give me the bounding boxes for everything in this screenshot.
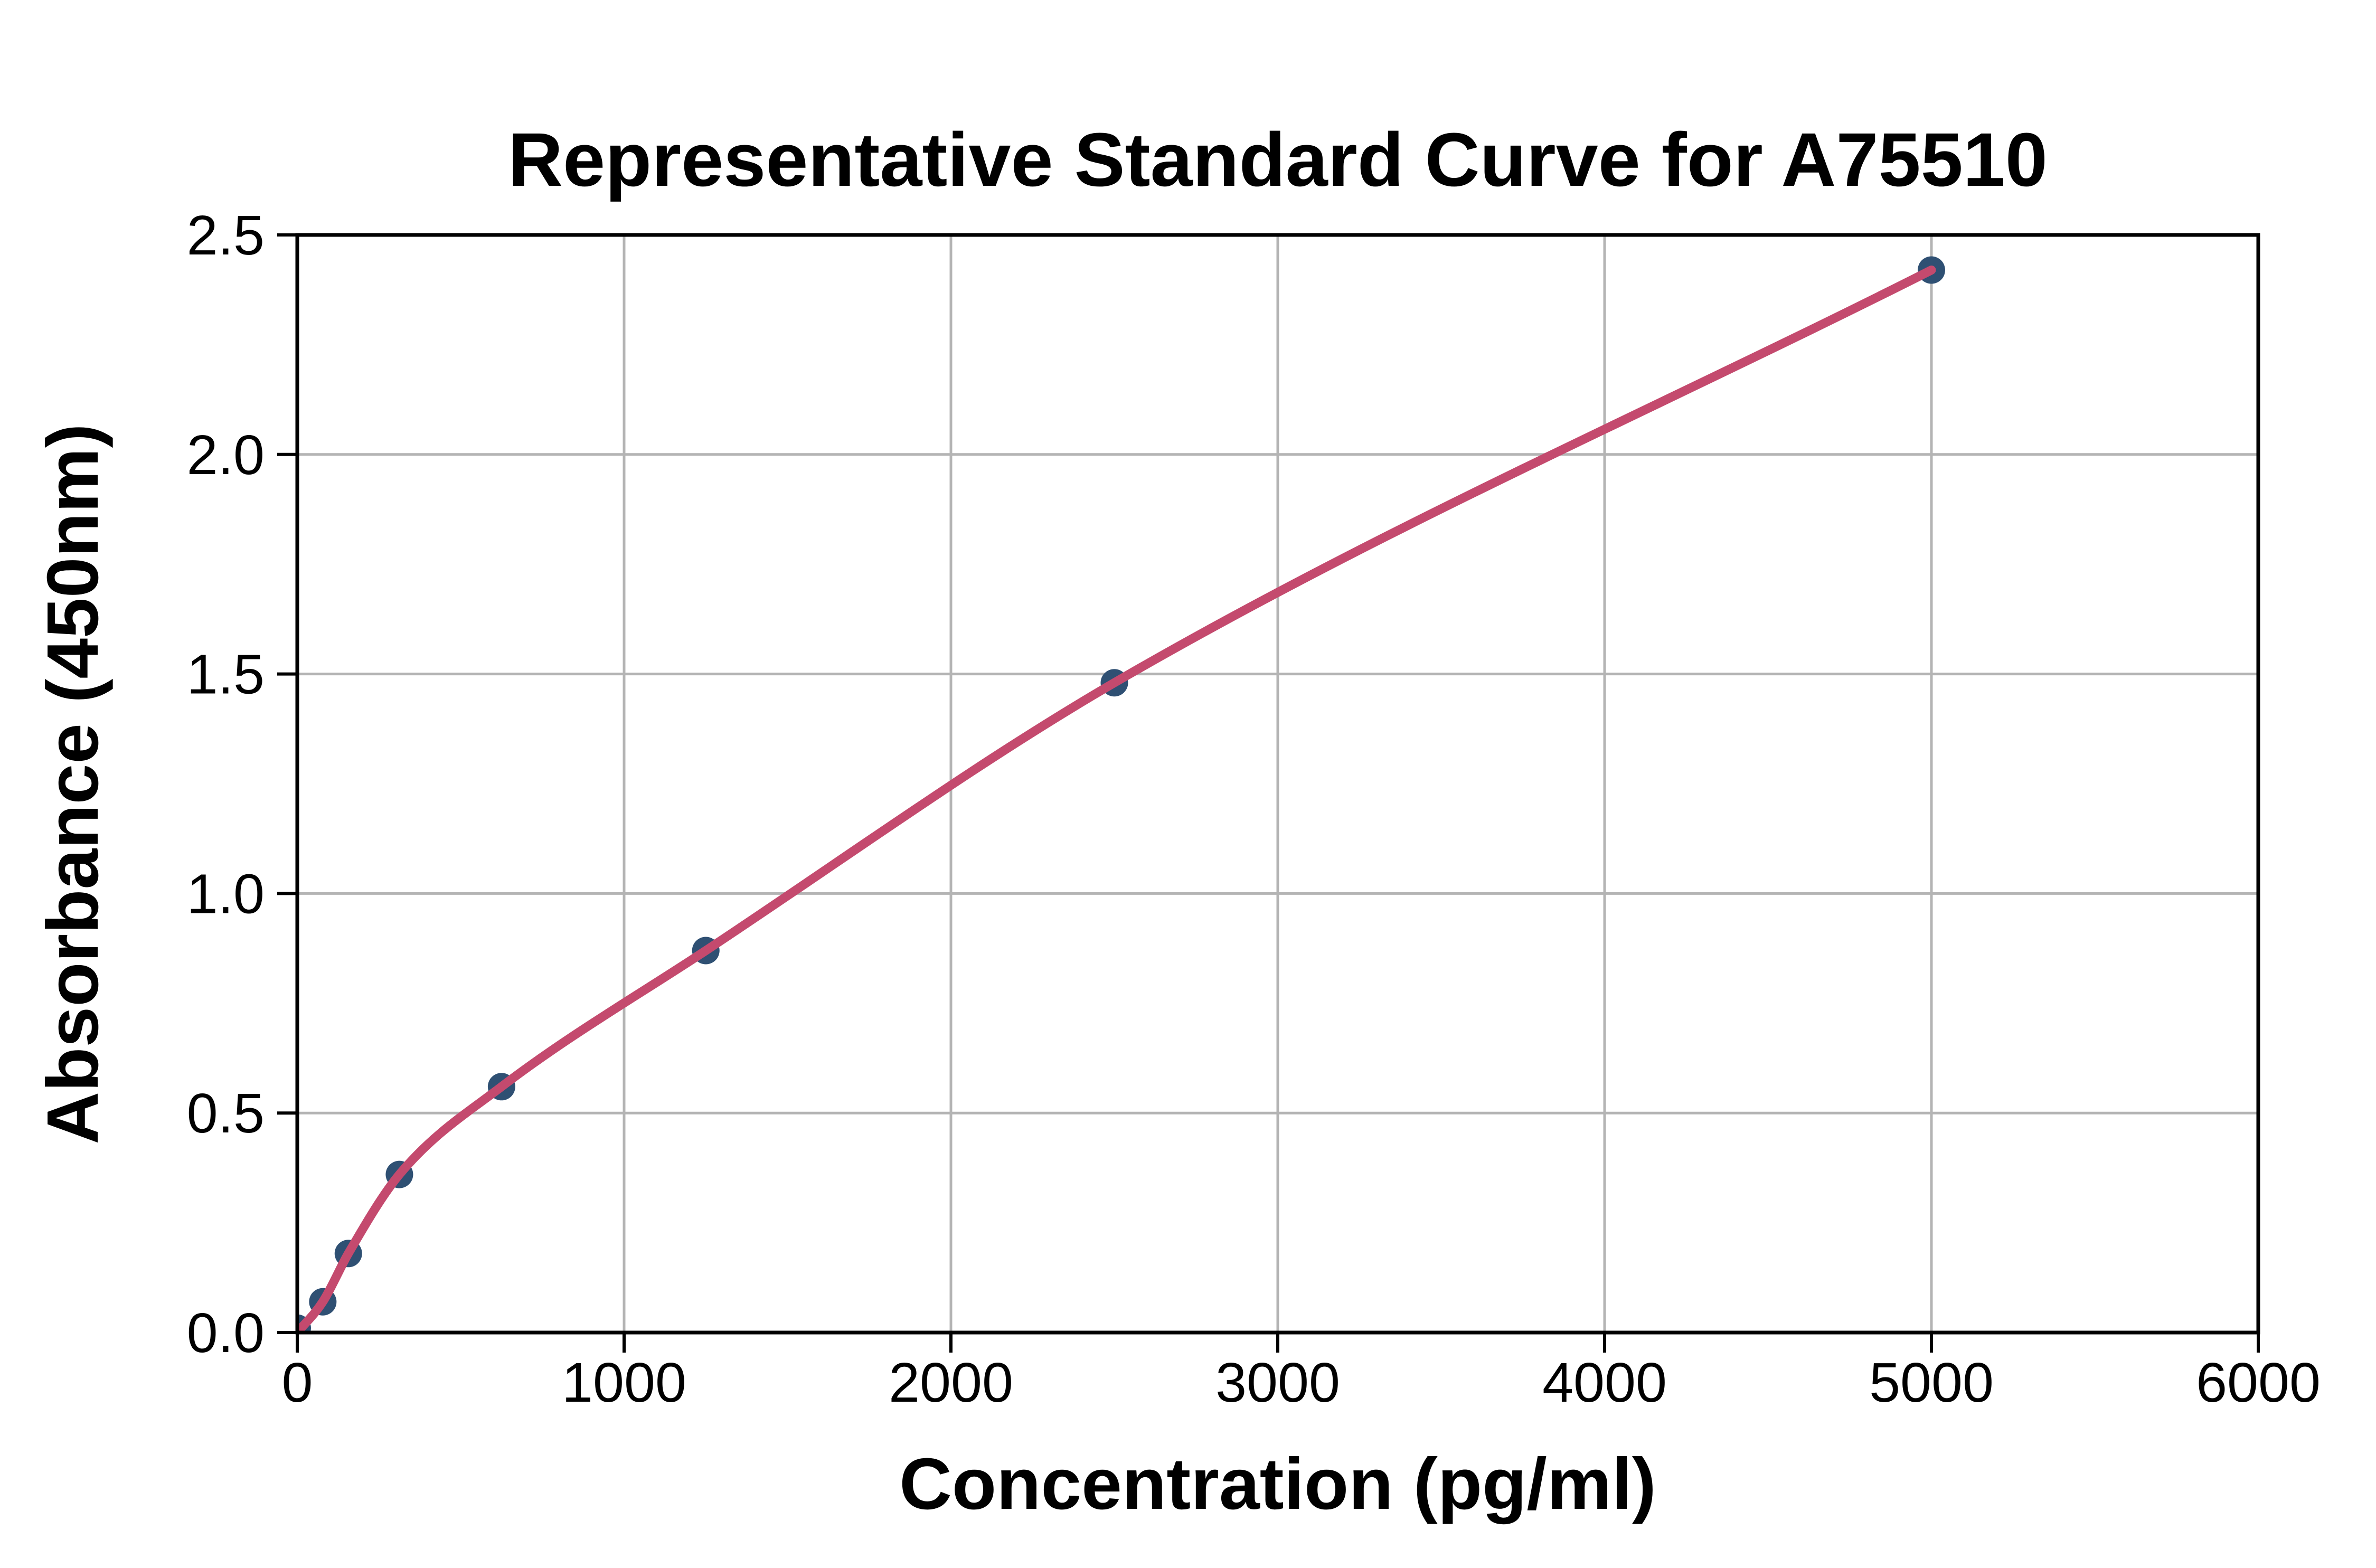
y-tick-label: 2.5 — [187, 204, 265, 267]
y-tick-label: 1.0 — [187, 863, 265, 925]
tick-layer: 0 1000 2000 3000 4000 5000 6000 0.0 0.5 1.0 1.5 2.0… — [187, 204, 2321, 1414]
grid-layer — [297, 235, 2258, 1333]
chart-title: Representative Standard Curve for A75510 — [508, 117, 2048, 202]
x-axis-label: Concentration (pg/ml) — [899, 1443, 1656, 1525]
y-tick-label: 1.5 — [187, 644, 265, 706]
x-tick-label: 4000 — [1542, 1352, 1667, 1414]
y-axis-label: Absorbance (450nm) — [32, 423, 114, 1144]
fit-curve — [297, 266, 1936, 1333]
fit-curve-layer — [297, 266, 1936, 1333]
y-tick-label: 0.5 — [187, 1082, 265, 1145]
x-tick-label: 0 — [282, 1352, 313, 1414]
axes-spines-layer — [295, 233, 2260, 1335]
axes-spines — [295, 233, 2260, 1335]
y-tick-label: 0.0 — [187, 1302, 265, 1364]
x-tick-label: 6000 — [2196, 1352, 2321, 1414]
x-tick-label: 5000 — [1869, 1352, 1994, 1414]
y-tick-label: 2.0 — [187, 424, 265, 486]
scatter-points-layer — [297, 256, 1945, 1333]
x-tick-label: 1000 — [562, 1352, 686, 1414]
x-tick-label: 3000 — [1215, 1352, 1340, 1414]
x-tick-label: 2000 — [889, 1352, 1013, 1414]
